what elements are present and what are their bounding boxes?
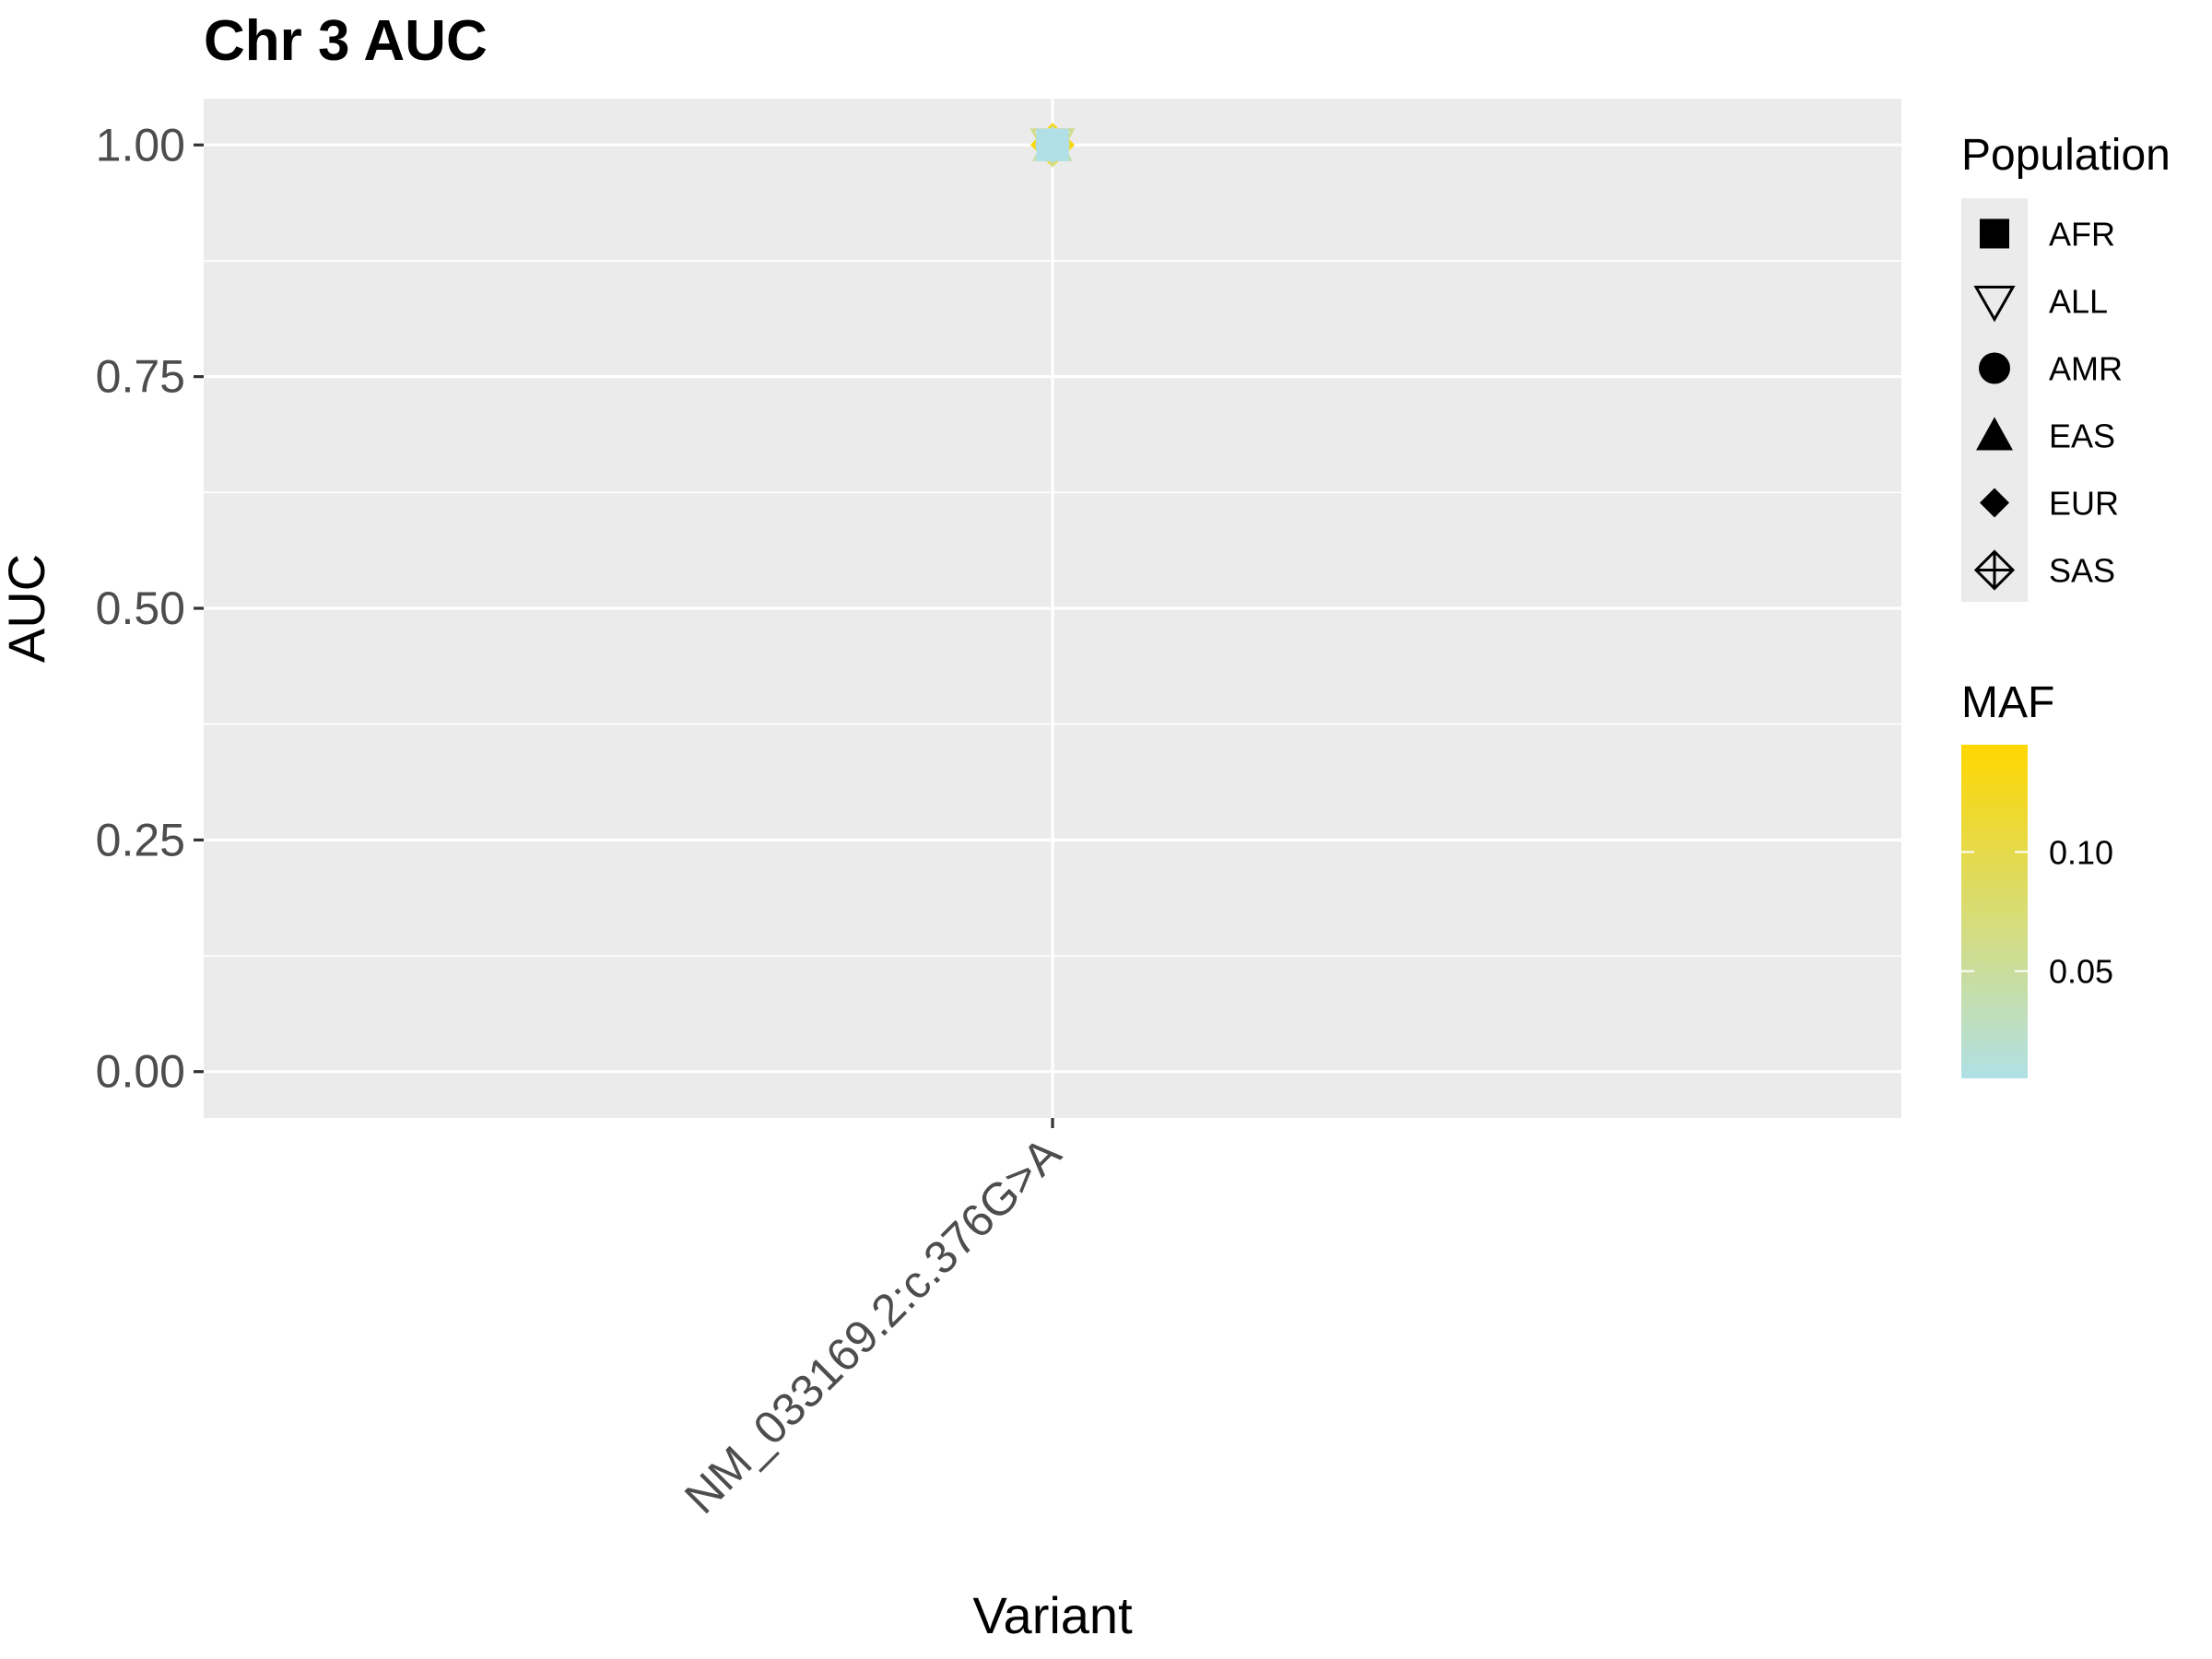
data-point-afr <box>1036 128 1069 161</box>
population-legend: Population AFR ALL AMR EAS EUR SAS <box>1961 131 2171 602</box>
legend-item-all: ALL <box>1973 283 2108 323</box>
legend-label: SAS <box>2049 552 2115 590</box>
legend-label: EAS <box>2049 418 2115 455</box>
legend-item-eur: EUR <box>1980 485 2119 523</box>
point-marker <box>1036 128 1069 161</box>
population-legend-title: Population <box>1961 131 2171 180</box>
colorbar-tick-label: 0.05 <box>2049 953 2113 991</box>
chart-title: Chr 3 AUC <box>204 9 488 73</box>
legend-key-background <box>1961 198 2028 602</box>
legend-shape-icon <box>1980 488 2009 518</box>
x-axis-title: Variant <box>972 1586 1133 1644</box>
y-tick-label: 0.75 <box>96 351 185 403</box>
y-tick-label: 0.25 <box>96 814 185 865</box>
y-tick-label: 0.50 <box>96 582 185 634</box>
legend-item-sas: SAS <box>1973 549 2115 591</box>
legend-shape-icon <box>1973 286 2016 323</box>
y-axis-title: AUC <box>0 554 55 663</box>
legend-label: EUR <box>2049 485 2119 523</box>
x-tick-label: NM_033169.2:c.376G>A <box>675 1127 1071 1524</box>
maf-legend-title: MAF <box>1961 678 2054 727</box>
y-tick-label: 0.00 <box>96 1046 185 1098</box>
data-points <box>1030 123 1076 169</box>
legend-label: AFR <box>2049 216 2115 253</box>
y-tick-label: 1.00 <box>96 119 185 171</box>
legend-item-eas: EAS <box>1976 417 2115 455</box>
maf-colorbar <box>1961 745 2028 1078</box>
colorbar-tick-label: 0.10 <box>2049 833 2113 871</box>
grid-lines <box>204 99 1901 1118</box>
maf-legend: MAF 0.05 0.10 <box>1961 678 2113 1078</box>
legend-label: ALL <box>2049 283 2108 321</box>
legend-shape-icon <box>1980 218 2009 249</box>
legend-shape-icon <box>1979 352 2010 384</box>
legend-item-afr: AFR <box>1980 216 2115 253</box>
legend-item-amr: AMR <box>1979 350 2123 388</box>
legend-label: AMR <box>2049 350 2123 388</box>
legend-shape-icon <box>1976 417 2013 451</box>
